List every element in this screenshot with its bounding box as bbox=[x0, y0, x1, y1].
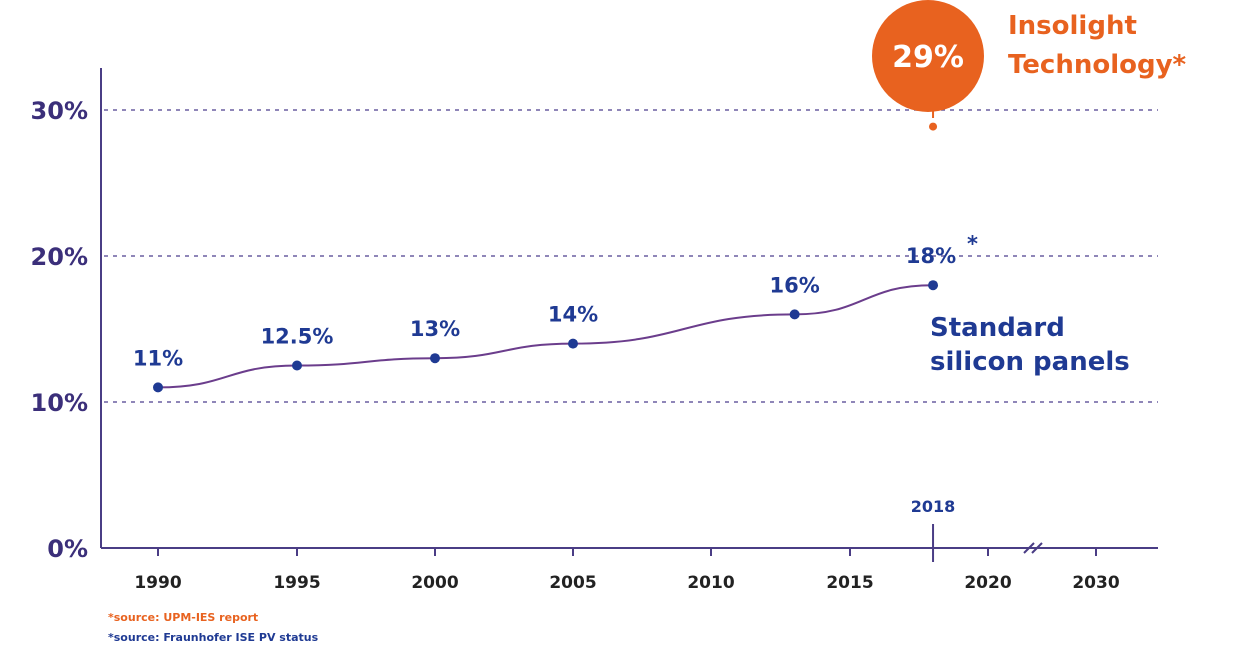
data-label-asterisk: * bbox=[967, 232, 978, 256]
data-label: 11% bbox=[133, 346, 183, 370]
insolight-value-label: 29% bbox=[892, 40, 964, 75]
y-tick-labels: 0% 10% 20% 30% bbox=[31, 97, 88, 563]
y-tick-label: 10% bbox=[31, 389, 88, 417]
series-layer: 11% 12.5% 13% 14% 16% 18% * Standard silicon pan… bbox=[133, 0, 1187, 393]
axis-break-icon bbox=[1023, 542, 1043, 554]
insolight-name-line: Technology* bbox=[1008, 50, 1187, 80]
x-tick-label: 1990 bbox=[134, 573, 181, 593]
y-tick-label: 0% bbox=[47, 535, 88, 563]
source-note: *source: UPM-IES report bbox=[108, 611, 258, 624]
data-point bbox=[568, 338, 578, 349]
axes bbox=[100, 68, 1158, 554]
x-tick-label: 2030 bbox=[1072, 573, 1119, 593]
x-tick-labels: 1990 1995 2000 2005 2010 2015 2020 2030 bbox=[134, 548, 1120, 593]
data-point bbox=[153, 382, 163, 393]
insolight-name-line: Insolight bbox=[1008, 11, 1137, 41]
x-tick-label: 2015 bbox=[826, 573, 873, 593]
insolight-point bbox=[929, 122, 938, 131]
y-tick-label: 30% bbox=[31, 97, 88, 125]
data-point bbox=[789, 309, 800, 320]
source-note: *source: Fraunhofer ISE PV status bbox=[108, 631, 319, 644]
sources: *source: UPM-IES report *source: Fraunhof… bbox=[108, 611, 319, 644]
data-point bbox=[292, 360, 302, 371]
series-line-silicon bbox=[157, 284, 934, 389]
data-label: 18% bbox=[906, 244, 956, 268]
year-marker: 2018 bbox=[911, 497, 956, 562]
x-tick-label: 2020 bbox=[964, 573, 1011, 593]
x-tick-label: 1995 bbox=[273, 573, 320, 593]
data-label: 16% bbox=[770, 273, 820, 297]
x-tick-label: 2000 bbox=[411, 573, 458, 593]
y-tick-label: 20% bbox=[31, 243, 88, 271]
data-point bbox=[430, 353, 440, 364]
marker-year-label: 2018 bbox=[911, 497, 956, 516]
data-label: 14% bbox=[548, 303, 598, 327]
series-label-line: silicon panels bbox=[930, 347, 1130, 377]
data-point bbox=[928, 280, 939, 291]
data-label: 13% bbox=[410, 317, 460, 341]
x-tick-label: 2005 bbox=[549, 573, 596, 593]
x-tick-label: 2010 bbox=[687, 573, 734, 593]
insolight-bubble bbox=[872, 0, 984, 112]
series-label-line: Standard bbox=[930, 313, 1065, 343]
data-label: 12.5% bbox=[261, 325, 334, 349]
